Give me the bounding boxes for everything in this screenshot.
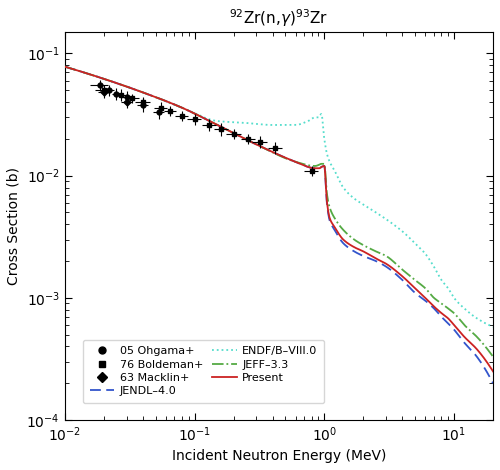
Title: $^{92}$Zr(n,$\gamma$)$^{93}$Zr: $^{92}$Zr(n,$\gamma$)$^{93}$Zr (230, 7, 328, 29)
Y-axis label: Cross Section (b): Cross Section (b) (7, 167, 21, 285)
X-axis label: Incident Neutron Energy (MeV): Incident Neutron Energy (MeV) (172, 449, 386, 463)
Legend: 05 Ohgama+, 76 Boldeman+, 63 Macklin+, JENDL–4.0, ENDF/B–VIII.0, JEFF–3.3, Prese: 05 Ohgama+, 76 Boldeman+, 63 Macklin+, J… (84, 339, 324, 403)
